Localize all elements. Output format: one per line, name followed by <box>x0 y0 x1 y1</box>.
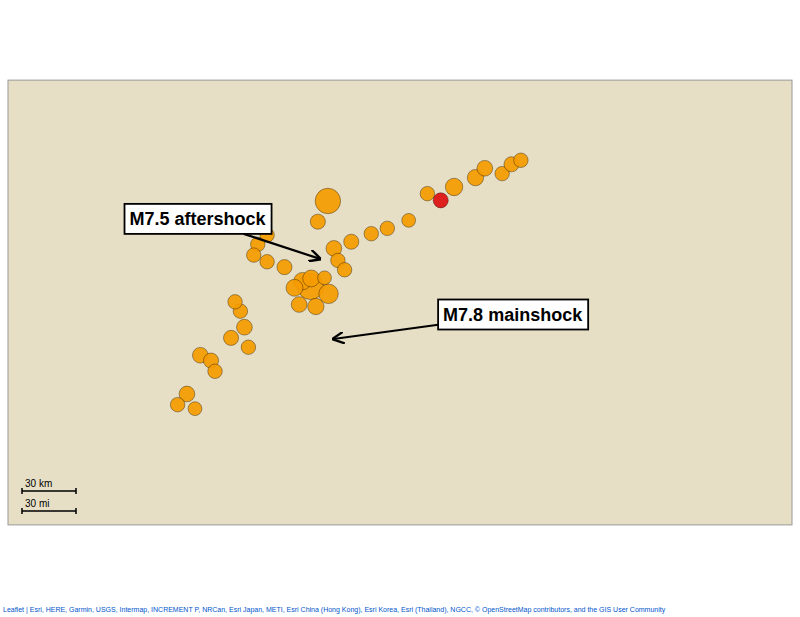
earthquake-point <box>223 330 238 345</box>
earthquake-point <box>420 186 434 200</box>
annotation-arrow <box>333 325 438 339</box>
earthquake-point <box>445 178 462 195</box>
earthquake-point <box>170 397 184 411</box>
earthquake-point <box>303 270 320 287</box>
earthquake-point <box>208 364 222 378</box>
points <box>170 153 528 416</box>
annotation-box <box>125 204 272 234</box>
earthquake-point <box>228 295 242 309</box>
earthquake-point <box>237 319 253 335</box>
earthquake-point <box>315 188 340 213</box>
earthquake-point <box>514 153 528 167</box>
annotation-box <box>438 300 588 330</box>
earthquake-point <box>188 402 202 416</box>
earthquake-point <box>380 221 394 235</box>
plot-frame <box>8 80 792 525</box>
earthquake-point <box>477 160 493 176</box>
earthquake-point <box>291 297 307 313</box>
scale-bar: 30 mi <box>22 498 76 514</box>
annotation-arrow <box>244 234 320 259</box>
annotation: M7.5 aftershock <box>125 204 321 259</box>
annotation: M7.8 mainshock <box>333 300 588 339</box>
map-background <box>8 80 792 525</box>
attribution: Leaflet | Esri, HERE, Garmin, USGS, Inte… <box>3 606 666 614</box>
annotation-text: M7.8 mainshock <box>443 305 583 325</box>
earthquake-point <box>433 193 448 208</box>
earthquake-point <box>260 255 274 269</box>
earthquake-point <box>344 234 359 249</box>
earthquake-point <box>310 214 325 229</box>
earthquake-point <box>337 263 351 277</box>
earthquake-point <box>247 248 261 262</box>
earthquake-point <box>364 226 378 240</box>
earthquake-point <box>286 279 303 296</box>
earthquake-point <box>308 298 324 314</box>
scale-bar: 30 km <box>22 478 76 494</box>
scale-bar-label: 30 km <box>25 478 52 489</box>
earthquake-point <box>318 271 332 285</box>
earthquake-point <box>241 340 255 354</box>
annotation-text: M7.5 aftershock <box>130 209 267 229</box>
chart: M7.5 aftershock M7.8 mainshock 30 km 30 mi L… <box>0 0 800 617</box>
earthquake-point <box>402 213 416 227</box>
earthquake-point <box>277 260 292 275</box>
scale-bar-label: 30 mi <box>25 498 49 509</box>
